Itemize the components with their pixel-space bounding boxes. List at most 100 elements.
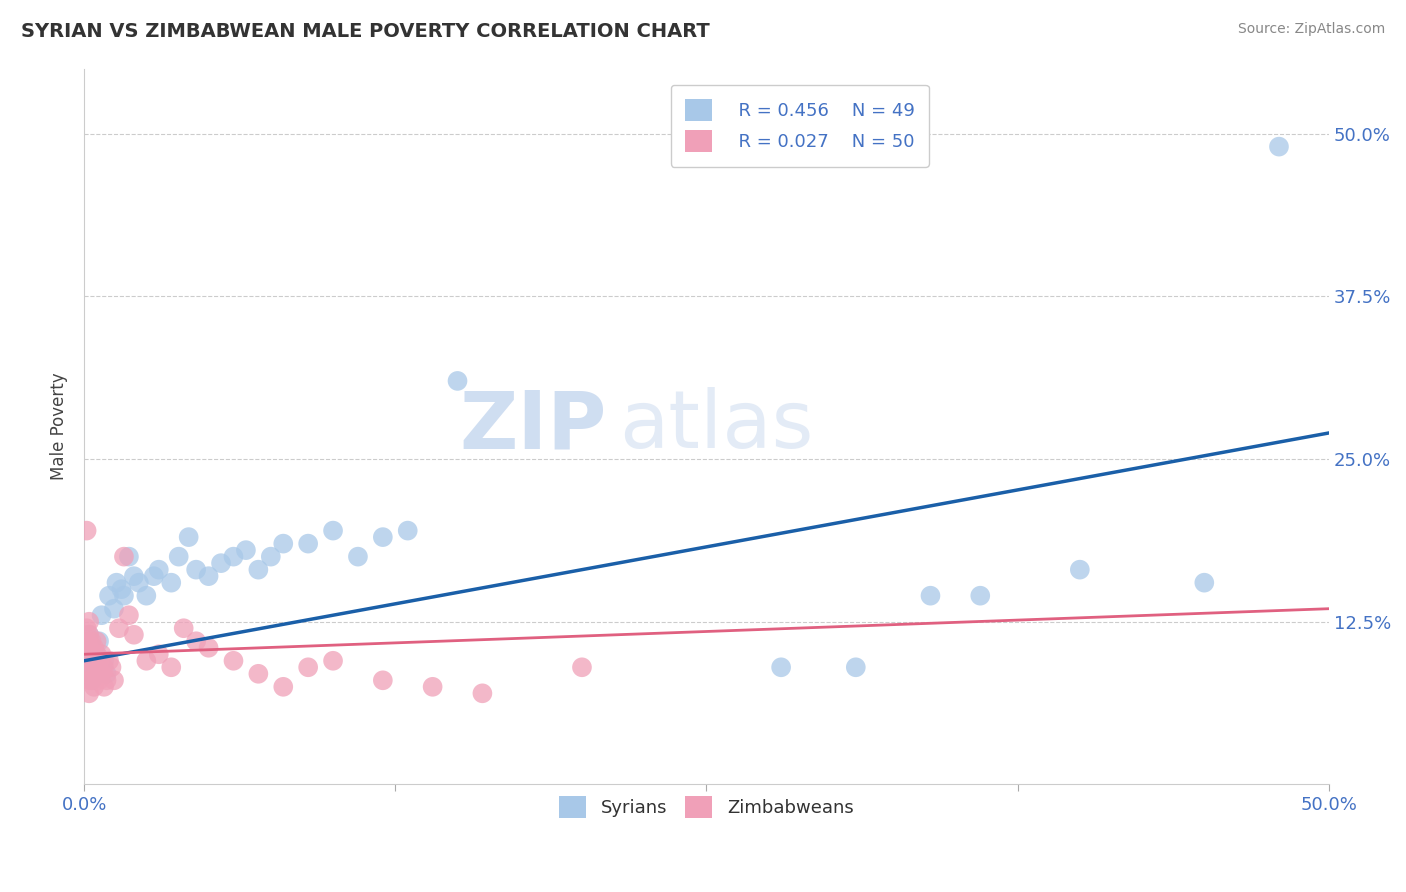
Y-axis label: Male Poverty: Male Poverty xyxy=(51,373,67,480)
Point xyxy=(86,634,108,648)
Point xyxy=(83,654,105,668)
Point xyxy=(571,660,593,674)
Text: ZIP: ZIP xyxy=(460,387,607,466)
Point xyxy=(1268,139,1291,153)
Point xyxy=(118,549,141,564)
Point xyxy=(83,666,105,681)
Point xyxy=(77,615,100,629)
Point xyxy=(920,589,942,603)
Point xyxy=(90,666,112,681)
Point xyxy=(83,640,105,655)
Point xyxy=(118,608,141,623)
Point xyxy=(271,680,294,694)
Text: Source: ZipAtlas.com: Source: ZipAtlas.com xyxy=(1237,22,1385,37)
Point xyxy=(173,621,195,635)
Point xyxy=(90,608,112,623)
Point xyxy=(76,621,98,635)
Point xyxy=(112,549,135,564)
Point xyxy=(90,647,112,661)
Point xyxy=(100,660,122,674)
Point xyxy=(77,628,100,642)
Point xyxy=(260,549,283,564)
Point xyxy=(371,530,394,544)
Point xyxy=(160,575,183,590)
Point xyxy=(347,549,370,564)
Point xyxy=(93,680,115,694)
Point xyxy=(86,647,108,661)
Point xyxy=(76,666,98,681)
Point xyxy=(96,673,118,688)
Point xyxy=(148,563,170,577)
Point xyxy=(845,660,868,674)
Point xyxy=(80,647,103,661)
Point xyxy=(110,582,132,597)
Point xyxy=(135,589,157,603)
Point xyxy=(80,673,103,688)
Text: atlas: atlas xyxy=(619,387,814,466)
Point xyxy=(108,621,131,635)
Point xyxy=(103,673,125,688)
Point xyxy=(197,569,219,583)
Point xyxy=(77,686,100,700)
Point xyxy=(76,524,98,538)
Point xyxy=(322,524,344,538)
Point xyxy=(297,660,319,674)
Legend: Syrians, Zimbabweans: Syrians, Zimbabweans xyxy=(553,789,860,825)
Point xyxy=(160,660,183,674)
Point xyxy=(446,374,468,388)
Point xyxy=(222,549,245,564)
Point xyxy=(142,569,165,583)
Point xyxy=(96,666,118,681)
Point xyxy=(271,536,294,550)
Point xyxy=(209,556,232,570)
Point xyxy=(247,563,270,577)
Point xyxy=(222,654,245,668)
Point xyxy=(105,575,128,590)
Point xyxy=(76,660,98,674)
Point xyxy=(76,647,98,661)
Point xyxy=(122,569,145,583)
Point xyxy=(76,647,98,661)
Point xyxy=(135,654,157,668)
Point xyxy=(167,549,190,564)
Point xyxy=(471,686,494,700)
Point xyxy=(76,634,98,648)
Point xyxy=(422,680,444,694)
Point xyxy=(80,634,103,648)
Point xyxy=(80,640,103,655)
Point xyxy=(93,654,115,668)
Point xyxy=(98,589,121,603)
Point xyxy=(87,634,110,648)
Point xyxy=(770,660,793,674)
Point xyxy=(77,654,100,668)
Point xyxy=(77,654,100,668)
Point xyxy=(122,628,145,642)
Point xyxy=(77,673,100,688)
Point xyxy=(98,654,121,668)
Point xyxy=(103,601,125,615)
Point xyxy=(186,634,208,648)
Point xyxy=(86,666,108,681)
Point xyxy=(186,563,208,577)
Point xyxy=(177,530,200,544)
Point xyxy=(77,640,100,655)
Point xyxy=(1069,563,1091,577)
Point xyxy=(235,543,257,558)
Point xyxy=(1194,575,1216,590)
Point xyxy=(86,660,108,674)
Point xyxy=(197,640,219,655)
Point xyxy=(969,589,991,603)
Point xyxy=(83,680,105,694)
Point xyxy=(87,673,110,688)
Point xyxy=(83,654,105,668)
Point xyxy=(112,589,135,603)
Point xyxy=(77,628,100,642)
Point xyxy=(80,660,103,674)
Point xyxy=(80,673,103,688)
Point xyxy=(86,647,108,661)
Point xyxy=(247,666,270,681)
Point xyxy=(371,673,394,688)
Point xyxy=(93,660,115,674)
Point xyxy=(148,647,170,661)
Point xyxy=(128,575,150,590)
